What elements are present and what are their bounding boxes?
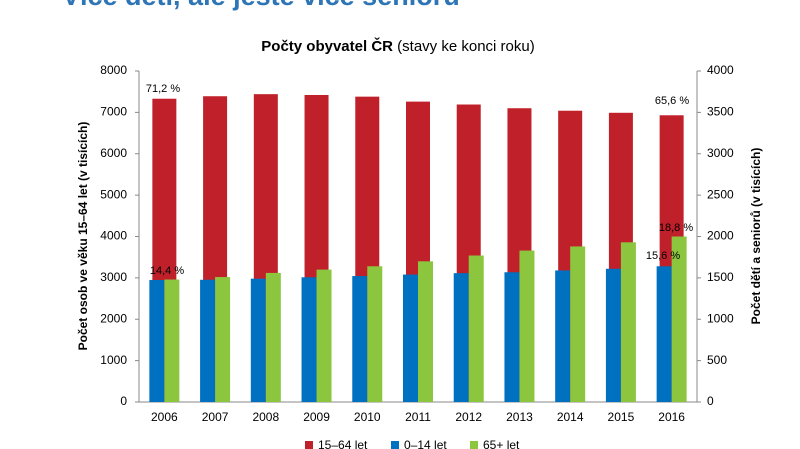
x-tick-label: 2016 [658, 410, 685, 424]
annotation: 18,8 % [659, 222, 693, 234]
y2-tick-label: 1500 [707, 270, 734, 284]
bar [149, 280, 165, 402]
y-tick-label: 1000 [100, 353, 127, 367]
bar [656, 266, 672, 402]
bar [555, 270, 571, 402]
x-tick-label: 2015 [608, 410, 635, 424]
bar [519, 250, 535, 402]
y-tick-label: 6000 [100, 146, 127, 160]
bar [605, 268, 621, 402]
legend-swatch [391, 441, 399, 449]
bar [215, 277, 231, 402]
y2-tick-label: 2000 [707, 229, 734, 243]
legend-label: 0–14 let [404, 438, 447, 449]
bar [316, 269, 332, 402]
bar [570, 246, 586, 402]
legend-swatch [470, 441, 478, 449]
y-tick-label: 3000 [100, 270, 127, 284]
y2-tick-label: 4000 [707, 63, 734, 77]
x-tick-label: 2010 [354, 410, 381, 424]
x-tick-label: 2008 [252, 410, 279, 424]
y-tick-label: 2000 [100, 311, 127, 325]
bar [403, 274, 418, 402]
bar [352, 276, 368, 402]
x-tick-label: 2007 [202, 410, 229, 424]
legend-swatch [305, 441, 313, 449]
y2-axis-label: Počet dětí a seniorů (v tisících) [749, 148, 763, 325]
bar [504, 272, 520, 402]
bar [671, 236, 687, 402]
y-tick-label: 8000 [100, 63, 127, 77]
annotation: 71,2 % [146, 83, 180, 95]
slide-title: Více dětí, ale ještě více seniorů [62, 0, 460, 11]
annotation: 65,6 % [655, 95, 689, 107]
chart-subtitle: (stavy ke konci roku) [397, 38, 535, 55]
bar [620, 242, 636, 402]
y-tick-label: 5000 [100, 187, 127, 201]
y2-tick-label: 3000 [707, 146, 734, 160]
y2-tick-label: 1000 [707, 311, 734, 325]
bar [265, 272, 281, 402]
bar [468, 255, 484, 402]
x-tick-label: 2014 [557, 410, 584, 424]
legend-label: 15–64 let [318, 438, 368, 449]
y-tick-label: 7000 [100, 105, 127, 119]
annotation: 14,4 % [150, 265, 184, 277]
bar [367, 266, 383, 402]
bar [418, 261, 433, 402]
bar [453, 273, 469, 402]
bar [301, 277, 317, 402]
x-tick-label: 2006 [151, 410, 178, 424]
y2-tick-label: 0 [707, 394, 714, 408]
y2-tick-label: 3500 [707, 105, 734, 119]
bar [250, 278, 266, 402]
legend-label: 65+ let [483, 438, 520, 449]
bar [164, 279, 180, 402]
x-tick-label: 2013 [506, 410, 533, 424]
y-tick-label: 0 [120, 394, 127, 408]
x-tick-label: 2012 [455, 410, 482, 424]
x-tick-label: 2011 [405, 410, 431, 424]
y2-tick-label: 500 [707, 353, 727, 367]
y-tick-label: 4000 [100, 229, 127, 243]
chart-title-main: Počty obyvatel ČR [261, 37, 393, 55]
chart-title: Počty obyvatel ČR (stavy ke konci roku) [261, 37, 534, 55]
y-axis-label: Počet osob ve věku 15–64 let (v tisících… [76, 122, 90, 351]
x-tick-label: 2009 [303, 410, 330, 424]
bar [200, 279, 216, 402]
annotation: 15,6 % [646, 250, 680, 262]
y2-tick-label: 2500 [707, 187, 734, 201]
